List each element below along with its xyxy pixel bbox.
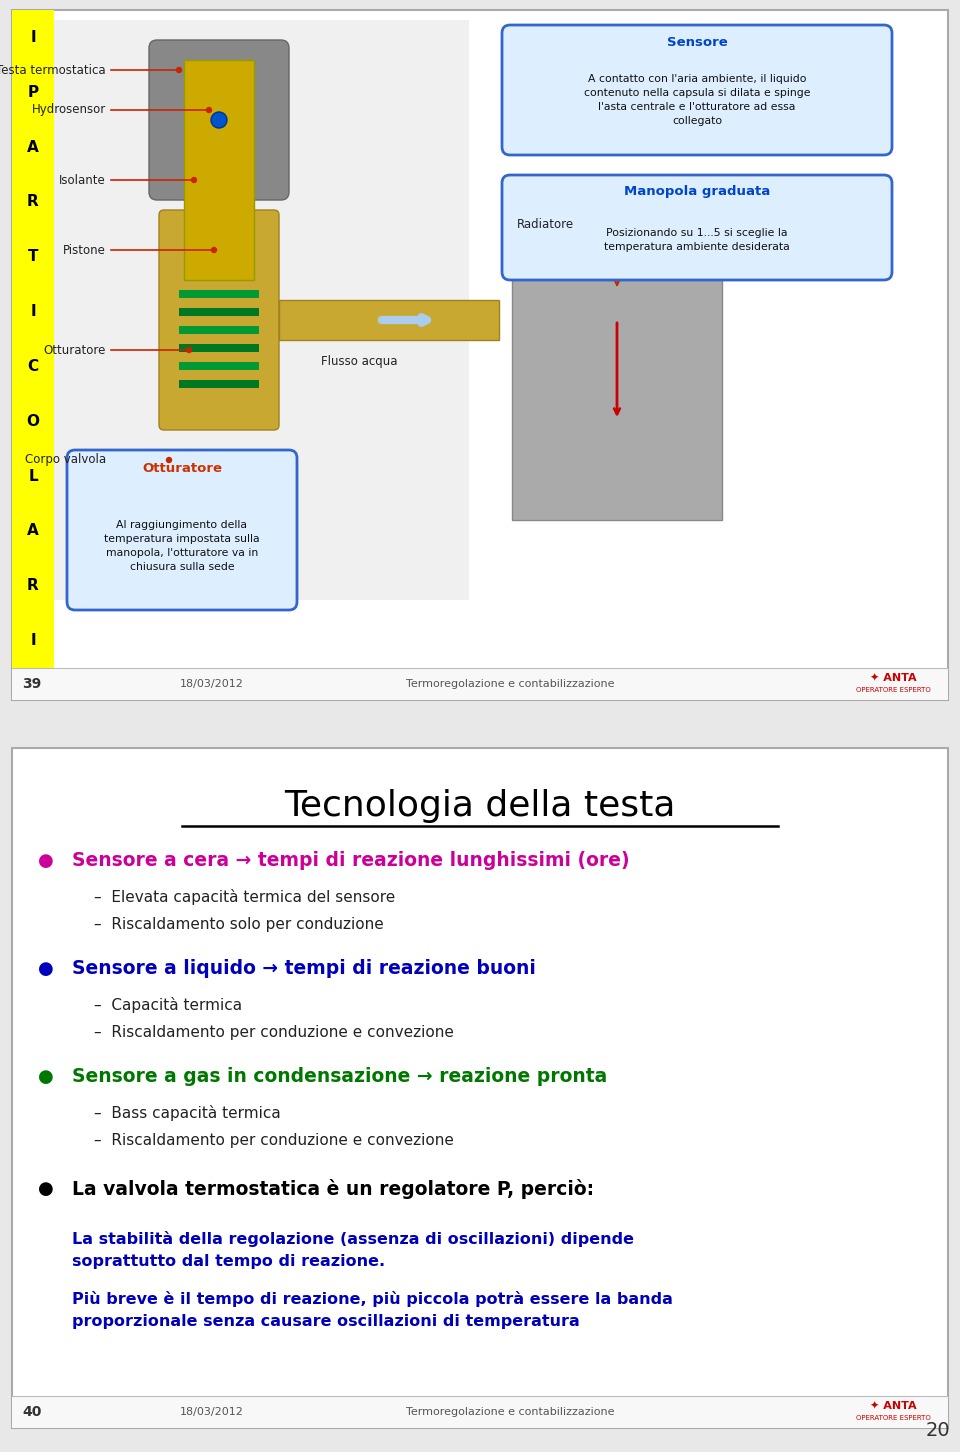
Text: Corpo valvola: Corpo valvola	[25, 453, 106, 466]
Text: Otturatore: Otturatore	[142, 462, 222, 475]
Text: Manopola graduata: Manopola graduata	[624, 186, 770, 199]
FancyBboxPatch shape	[159, 211, 279, 430]
FancyBboxPatch shape	[502, 25, 892, 155]
Text: –  Capacità termica: – Capacità termica	[94, 998, 242, 1013]
Text: I: I	[30, 30, 36, 45]
Bar	[12, 1395, 948, 1427]
Text: Sensore a cera → tempi di reazione lunghissimi (ore): Sensore a cera → tempi di reazione lungh…	[72, 851, 630, 871]
Text: 39: 39	[22, 677, 41, 691]
Text: P: P	[28, 84, 38, 100]
Text: Hydrosensor: Hydrosensor	[32, 103, 106, 116]
Bar	[54, 20, 469, 600]
Text: A: A	[27, 139, 38, 154]
Text: Termoregolazione e contabilizzazione: Termoregolazione e contabilizzazione	[406, 680, 614, 690]
Text: –  Riscaldamento per conduzione e convezione: – Riscaldamento per conduzione e convezi…	[94, 1134, 454, 1149]
Text: –  Riscaldamento per conduzione e convezione: – Riscaldamento per conduzione e convezi…	[94, 1025, 454, 1041]
Text: A: A	[27, 523, 38, 539]
Text: Tecnologia della testa: Tecnologia della testa	[284, 788, 676, 823]
Circle shape	[211, 247, 217, 253]
Text: Radiatore: Radiatore	[517, 218, 574, 231]
Text: C: C	[28, 359, 38, 375]
Text: –  Bass capacità termica: – Bass capacità termica	[94, 1105, 280, 1121]
FancyBboxPatch shape	[149, 41, 289, 200]
Text: R: R	[27, 578, 38, 594]
Circle shape	[191, 177, 197, 183]
Text: Flusso acqua: Flusso acqua	[321, 356, 397, 369]
Text: Isolante: Isolante	[60, 173, 106, 186]
Bar	[12, 10, 54, 668]
Text: La stabilità della regolazione (assenza di oscillazioni) dipende
soprattutto dal: La stabilità della regolazione (assenza …	[72, 1231, 634, 1269]
Bar	[179, 327, 259, 334]
Circle shape	[166, 457, 172, 463]
Text: Più breve è il tempo di reazione, più piccola potrà essere la banda
proporzional: Più breve è il tempo di reazione, più pi…	[72, 1291, 673, 1329]
Bar	[184, 60, 254, 280]
Text: A contatto con l'aria ambiente, il liquido
contenuto nella capsula si dilata e s: A contatto con l'aria ambiente, il liqui…	[584, 74, 810, 126]
FancyBboxPatch shape	[502, 176, 892, 280]
Text: ✦ ANTA: ✦ ANTA	[870, 672, 916, 682]
Bar	[179, 308, 259, 317]
Circle shape	[177, 67, 181, 73]
Text: Sensore a gas in condensazione → reazione pronta: Sensore a gas in condensazione → reazion…	[72, 1067, 608, 1086]
Text: OPERATORE ESPERTO: OPERATORE ESPERTO	[855, 1416, 930, 1422]
Bar	[12, 10, 948, 700]
Bar	[512, 240, 722, 520]
Circle shape	[211, 112, 227, 128]
Text: –  Riscaldamento solo per conduzione: – Riscaldamento solo per conduzione	[94, 918, 384, 932]
Text: ●: ●	[38, 1180, 54, 1198]
Text: La valvola termostatica è un regolatore P, perciò:: La valvola termostatica è un regolatore …	[72, 1179, 594, 1199]
Text: 18/03/2012: 18/03/2012	[180, 680, 244, 690]
Text: Pistone: Pistone	[63, 244, 106, 257]
Text: 18/03/2012: 18/03/2012	[180, 1407, 244, 1417]
Text: I: I	[30, 303, 36, 319]
Text: O: O	[27, 414, 39, 428]
Text: ●: ●	[38, 960, 54, 979]
Bar	[12, 668, 948, 700]
Text: Posizionando su 1...5 si sceglie la
temperatura ambiente desiderata: Posizionando su 1...5 si sceglie la temp…	[604, 228, 790, 253]
Text: Otturatore: Otturatore	[43, 344, 106, 357]
Text: ●: ●	[38, 852, 54, 870]
Circle shape	[206, 107, 211, 112]
Bar	[179, 380, 259, 388]
FancyBboxPatch shape	[67, 450, 297, 610]
Text: Sensore: Sensore	[666, 35, 728, 48]
Text: T: T	[28, 250, 38, 264]
Text: Sensore a liquido → tempi di reazione buoni: Sensore a liquido → tempi di reazione bu…	[72, 960, 536, 979]
Text: Al raggiungimento della
temperatura impostata sulla
manopola, l'otturatore va in: Al raggiungimento della temperatura impo…	[105, 520, 260, 572]
Text: OPERATORE ESPERTO: OPERATORE ESPERTO	[855, 687, 930, 693]
Text: I: I	[30, 633, 36, 648]
Text: Termoregolazione e contabilizzazione: Termoregolazione e contabilizzazione	[406, 1407, 614, 1417]
Text: –  Elevata capacità termica del sensore: – Elevata capacità termica del sensore	[94, 889, 396, 905]
Text: ●: ●	[38, 1069, 54, 1086]
Text: 40: 40	[22, 1406, 41, 1419]
Text: Testa termostatica: Testa termostatica	[0, 64, 106, 77]
Bar	[12, 748, 948, 1427]
Text: ✦ ANTA: ✦ ANTA	[870, 1401, 916, 1411]
Bar	[279, 301, 499, 340]
Bar	[179, 344, 259, 351]
Text: R: R	[27, 195, 38, 209]
Bar	[179, 290, 259, 298]
Bar	[179, 362, 259, 370]
Circle shape	[186, 347, 191, 353]
Text: L: L	[28, 469, 37, 484]
Text: 20: 20	[925, 1422, 950, 1440]
